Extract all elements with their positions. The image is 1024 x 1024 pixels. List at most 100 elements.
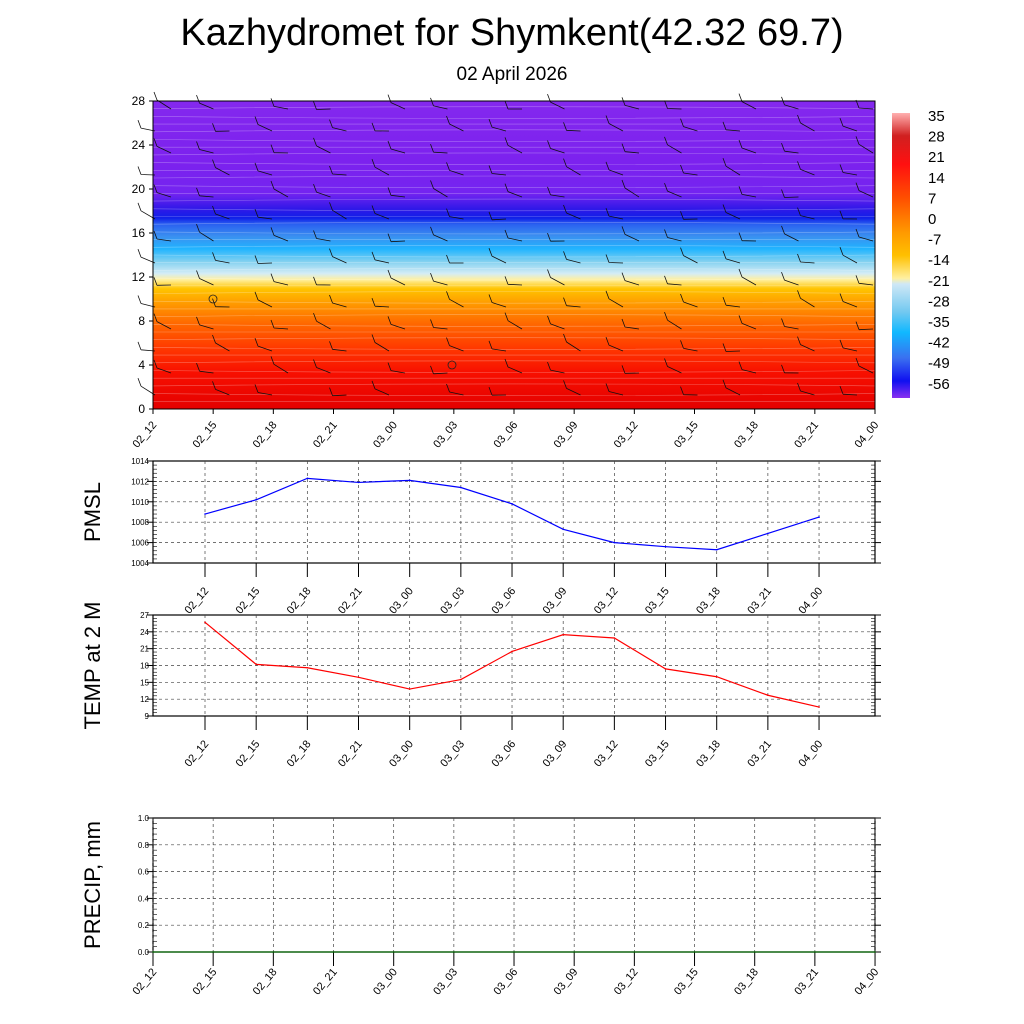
wind-barb <box>504 312 523 330</box>
wind-barb <box>839 210 858 220</box>
x-tick-label: 02_15 <box>191 419 220 450</box>
colorbar <box>892 113 910 398</box>
wind-barb <box>254 116 273 132</box>
wind-barb <box>680 247 698 264</box>
wind-barb <box>839 118 858 132</box>
calm-wind-marker <box>208 294 218 304</box>
wind-barb <box>212 334 230 352</box>
temp-2m-data-point <box>460 678 462 681</box>
colorbar-label: -21 <box>928 273 950 290</box>
x-tick-label: 04_00 <box>796 585 825 616</box>
contour-line <box>152 277 876 281</box>
x-tick-label: 04_00 <box>852 419 881 450</box>
y-axis-label: TEMP at 2 M <box>80 602 105 730</box>
x-tick-label: 03_06 <box>489 738 518 769</box>
wind-barb <box>329 202 347 220</box>
wind-barb <box>270 227 289 242</box>
wind-barb <box>387 316 406 330</box>
y-tick-label: 1.0 <box>138 814 150 823</box>
wind-barb <box>738 232 757 242</box>
wind-barb <box>329 294 347 308</box>
x-tick-label: 03_09 <box>552 419 581 450</box>
y-tick-label: 1014 <box>131 457 149 466</box>
wind-barb <box>137 249 156 264</box>
temp-2m-data-point <box>511 650 513 653</box>
wind-barb <box>664 100 682 110</box>
wind-barb <box>329 341 347 352</box>
x-tick-label: 03_09 <box>541 738 570 769</box>
contour-line <box>152 106 876 109</box>
y-tick-label: 21 <box>140 645 149 654</box>
colorbar-label: -49 <box>928 355 950 372</box>
contour-line <box>152 393 876 396</box>
x-tick-label: 02_18 <box>285 585 314 616</box>
x-tick-label: 03_09 <box>552 966 581 997</box>
wind-barb <box>722 379 741 396</box>
wind-barb <box>329 248 347 264</box>
x-tick-label: 02_21 <box>336 585 365 616</box>
wind-barb <box>855 136 874 154</box>
x-tick-label: 03_15 <box>672 966 701 997</box>
wind-barb <box>270 98 289 110</box>
wind-barb <box>855 321 874 331</box>
wind-barb <box>664 136 682 154</box>
contour-line <box>152 300 876 304</box>
wind-barb <box>313 276 331 286</box>
colorbar-label: -35 <box>928 314 950 331</box>
wind-barb <box>254 291 273 308</box>
x-tick-label: 02_18 <box>285 738 314 769</box>
wind-barb <box>605 254 624 264</box>
colorbar-label: -14 <box>928 252 950 269</box>
x-tick-label: 03_03 <box>431 966 460 997</box>
wind-barb <box>563 158 581 176</box>
pmsl-data-point <box>715 548 718 551</box>
x-tick-label: 03_12 <box>592 585 621 616</box>
wind-barb <box>430 319 448 330</box>
wind-barb <box>797 114 815 132</box>
wind-barb <box>371 380 390 396</box>
wind-barb <box>504 100 522 110</box>
y-tick-label: 0.6 <box>138 868 150 877</box>
wind-barb <box>153 313 172 330</box>
contour-line <box>152 198 876 202</box>
temp-2m-data-point <box>613 637 616 639</box>
contour-line <box>152 175 876 179</box>
colorbar-label: 0 <box>928 211 936 228</box>
wind-barb <box>212 252 230 264</box>
contour-line <box>152 185 876 188</box>
wind-barb <box>664 275 682 286</box>
wind-barb <box>839 293 858 308</box>
y-tick-label: 8 <box>138 314 145 328</box>
temp-2m-data-point <box>818 706 820 708</box>
wind-barb <box>621 143 640 154</box>
x-tick-label: 03_03 <box>431 419 460 450</box>
wind-barb <box>664 183 682 198</box>
wind-barb <box>430 226 448 242</box>
y-tick-label: 4 <box>138 358 145 372</box>
wind-barb <box>371 298 390 308</box>
wind-barb <box>504 229 523 242</box>
precip-data-point <box>332 951 335 953</box>
wind-barb <box>488 248 507 264</box>
wind-barb <box>196 187 214 198</box>
wind-barb <box>781 189 799 198</box>
wind-barb <box>680 118 698 132</box>
wind-barb <box>488 211 507 221</box>
wind-barb <box>504 358 523 374</box>
contour-line <box>152 152 876 156</box>
wind-barb <box>680 164 698 176</box>
wind-barb <box>270 144 289 154</box>
temp-2m-data-point <box>357 676 360 679</box>
temp-2m-data-point <box>204 621 206 624</box>
wind-barb <box>605 383 624 396</box>
colorbar-label: 21 <box>928 149 945 166</box>
x-tick-label: 03_00 <box>371 419 400 450</box>
wind-barb <box>605 161 624 176</box>
x-tick-label: 03_06 <box>491 419 520 450</box>
wind-barb <box>212 205 230 220</box>
x-tick-label: 04_00 <box>796 738 825 769</box>
wind-barb <box>797 290 815 308</box>
wind-barb <box>254 384 273 396</box>
